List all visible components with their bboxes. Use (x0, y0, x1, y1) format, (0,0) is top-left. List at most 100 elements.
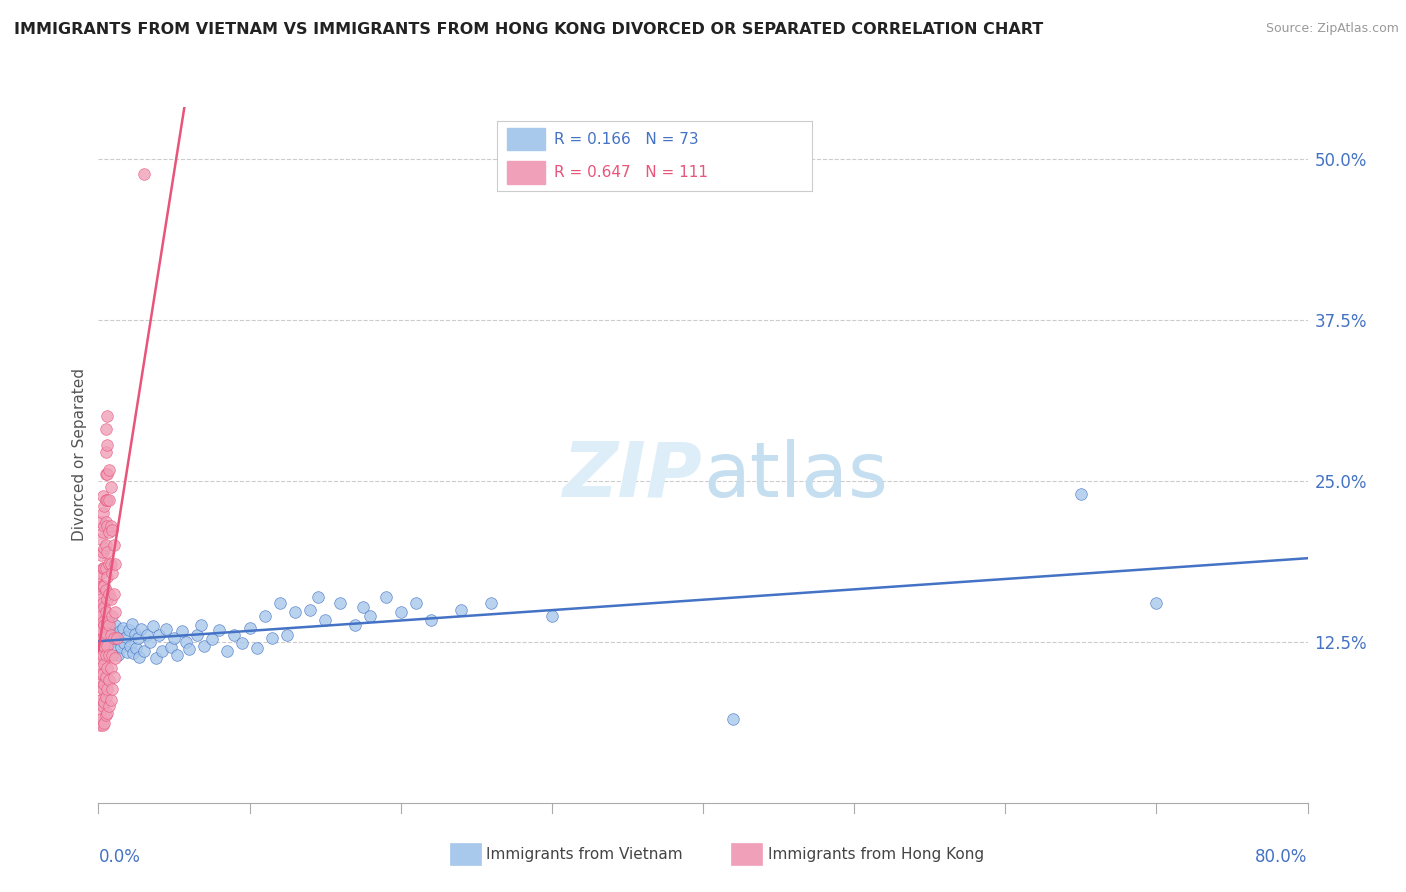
Point (93, 561, 115, 575)
Point (98, 615, 121, 630)
Point (89, 648, 111, 662)
Point (101, 682, 124, 697)
Point (94, 493, 117, 508)
Point (91, 489, 114, 503)
Point (90, 549, 112, 563)
Point (90, 631, 112, 645)
Point (105, 632, 128, 647)
Point (91, 615, 114, 630)
Point (148, 628, 170, 642)
Point (91, 544, 114, 558)
Point (215, 644, 238, 658)
Point (481, 596, 503, 610)
Point (103, 538, 125, 552)
Point (96, 682, 118, 697)
Point (329, 596, 352, 610)
Point (100, 518, 122, 533)
Point (94, 422, 117, 436)
Point (104, 618, 127, 632)
Point (96, 518, 118, 533)
Point (201, 632, 224, 647)
Point (101, 609, 124, 624)
Point (132, 644, 155, 658)
Point (98, 525, 121, 540)
Point (90, 712, 112, 726)
Point (352, 599, 374, 614)
Point (186, 628, 208, 642)
Point (246, 641, 269, 656)
Text: Immigrants from Vietnam: Immigrants from Vietnam (486, 847, 683, 862)
Point (101, 625, 124, 640)
Point (104, 605, 127, 619)
Point (91, 596, 114, 610)
Point (93, 579, 115, 593)
Point (166, 648, 188, 662)
Point (100, 660, 122, 674)
Point (155, 622, 177, 636)
Point (231, 636, 253, 650)
Point (190, 618, 212, 632)
Point (90, 692, 112, 706)
Point (135, 628, 157, 642)
Point (150, 644, 173, 658)
Point (90, 579, 112, 593)
Text: Immigrants from Hong Kong: Immigrants from Hong Kong (768, 847, 984, 862)
Point (160, 640, 183, 654)
Point (89, 660, 111, 674)
Point (98, 618, 121, 632)
Point (114, 630, 136, 644)
Point (104, 651, 127, 665)
Point (90, 566, 112, 581)
Point (90, 515, 112, 529)
Point (91, 699, 114, 714)
Point (91, 579, 114, 593)
Point (118, 623, 141, 637)
Point (128, 650, 150, 665)
Point (96, 409, 118, 424)
Point (100, 558, 122, 572)
Point (389, 605, 412, 619)
Point (89, 706, 111, 720)
Point (90, 667, 112, 681)
Point (89, 564, 111, 578)
Point (93, 500, 115, 514)
Point (100, 480, 122, 494)
Point (90, 622, 112, 636)
Point (101, 648, 124, 662)
Point (108, 624, 131, 639)
Point (145, 651, 167, 665)
Text: 80.0%: 80.0% (1256, 848, 1308, 866)
Point (122, 646, 145, 660)
Text: Source: ZipAtlas.com: Source: ZipAtlas.com (1265, 22, 1399, 36)
Point (94, 625, 117, 640)
Point (98, 558, 121, 572)
Point (96, 493, 118, 508)
Point (96, 467, 118, 482)
Point (90, 639, 112, 653)
Point (344, 618, 367, 632)
Point (93, 639, 115, 653)
Point (100, 634, 122, 648)
Point (98, 587, 121, 601)
Point (93, 599, 115, 614)
Point (98, 699, 121, 714)
Point (94, 605, 117, 619)
Point (93, 618, 115, 632)
Point (723, 712, 745, 726)
Point (90, 532, 112, 546)
Point (94, 515, 117, 529)
Point (89, 590, 111, 604)
Text: atlas: atlas (703, 439, 887, 513)
Point (89, 692, 111, 706)
Point (360, 609, 382, 624)
Point (94, 561, 117, 575)
Point (103, 631, 125, 645)
Point (174, 634, 197, 648)
Point (127, 631, 149, 645)
Point (104, 558, 127, 572)
Point (450, 602, 472, 616)
Point (100, 692, 122, 706)
Point (124, 627, 146, 641)
Point (1144, 596, 1167, 610)
Point (89, 718, 111, 732)
